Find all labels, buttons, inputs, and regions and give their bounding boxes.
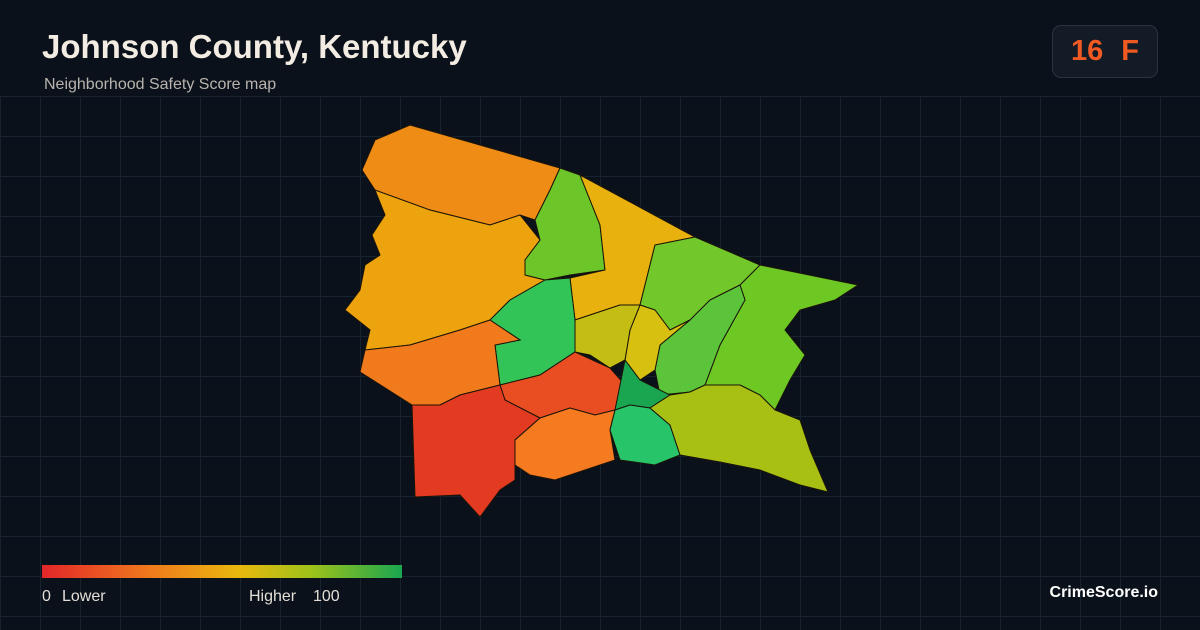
score-value: 16 [1071,35,1104,67]
score-badge: 16 F [1052,25,1158,78]
legend-max-label: Higher [249,588,297,605]
title: Johnson County, Kentucky [42,28,467,65]
legend-min-label: Lower [62,588,106,605]
region [649,384,829,493]
legend-min: 0 [42,588,51,605]
legend-max: 100 [313,588,340,605]
score-grade: F [1121,35,1139,67]
legend-gradient [42,565,402,578]
region [359,319,522,406]
brand: CrimeScore.io [1049,584,1158,601]
region [514,407,616,481]
subtitle: Neighborhood Safety Score map [44,76,277,93]
